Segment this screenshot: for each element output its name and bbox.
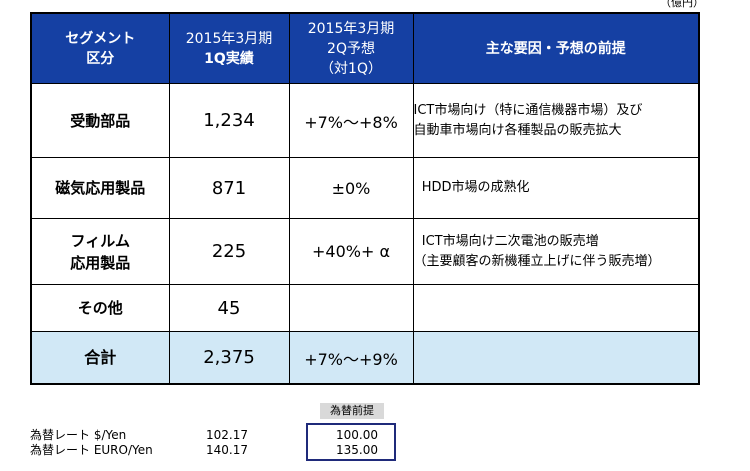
actual-cell: 225: [168, 218, 290, 285]
table-row: 磁気応用製品 871 ±0% HDD市場の成熟化: [30, 157, 700, 219]
segment-cell: 磁気応用製品: [30, 157, 170, 219]
fx-label: 為替レート $/Yen: [30, 428, 127, 442]
table-row: その他 45: [30, 284, 700, 332]
total-forecast: +7%～+9%: [288, 331, 414, 385]
forecast-cell: +7%～+8%: [288, 83, 414, 158]
fx-current: 140.17: [206, 443, 248, 457]
total-actual: 2,375: [168, 331, 290, 385]
fx-assumption-box: [306, 423, 396, 461]
segment-cell: 受動部品: [30, 83, 170, 158]
unit-label: （億円）: [660, 0, 704, 9]
fx-label: 為替レート EURO/Yen: [30, 443, 153, 457]
header-forecast: 2015年3月期 2Q予想 （対1Q）: [288, 12, 414, 84]
table-row: 受動部品 1,234 +7%～+8% ICT市場向け（特に通信機器市場）及び 自…: [30, 83, 700, 158]
factors-cell: ICT市場向け二次電池の販売増 （主要顧客の新機種立上げに伴う販売増）: [412, 218, 700, 285]
fx-assumption: 100.00: [336, 428, 378, 442]
actual-cell: 871: [168, 157, 290, 219]
segment-cell: フィルム 応用製品: [30, 218, 170, 285]
total-factors: [412, 331, 700, 385]
fx-row-usd: 為替レート $/Yen 102.17 100.00: [30, 427, 430, 443]
total-label: 合計: [30, 331, 170, 385]
fx-assumption-label: 為替前提: [320, 403, 384, 419]
factors-cell: ICT市場向け（特に通信機器市場）及び 自動車市場向け各種製品の販売拡大: [412, 83, 700, 158]
actual-cell: 1,234: [168, 83, 290, 158]
factors-cell: [412, 284, 700, 332]
header-segment: セグメント 区分: [30, 12, 170, 84]
factors-cell: HDD市場の成熟化: [412, 157, 700, 219]
header-actual: 2015年3月期 1Q実績: [168, 12, 290, 84]
actual-cell: 45: [168, 284, 290, 332]
fx-row-euro: 為替レート EURO/Yen 140.17 135.00: [30, 442, 430, 458]
segment-cell: その他: [30, 284, 170, 332]
header-factors: 主な要因・予想の前提: [412, 12, 700, 84]
segment-forecast-table: セグメント 区分 2015年3月期 1Q実績 2015年3月期 2Q予想 （対1…: [30, 12, 700, 385]
table-row: フィルム 応用製品 225 +40%+ α ICT市場向け二次電池の販売増 （主…: [30, 218, 700, 285]
forecast-cell: +40%+ α: [288, 218, 414, 285]
forecast-cell: ±0%: [288, 157, 414, 219]
fx-current: 102.17: [206, 428, 248, 442]
fx-assumption: 135.00: [336, 443, 378, 457]
forecast-cell: [288, 284, 414, 332]
total-row: 合計 2,375 +7%～+9%: [30, 331, 700, 385]
header-row: セグメント 区分 2015年3月期 1Q実績 2015年3月期 2Q予想 （対1…: [30, 12, 700, 84]
